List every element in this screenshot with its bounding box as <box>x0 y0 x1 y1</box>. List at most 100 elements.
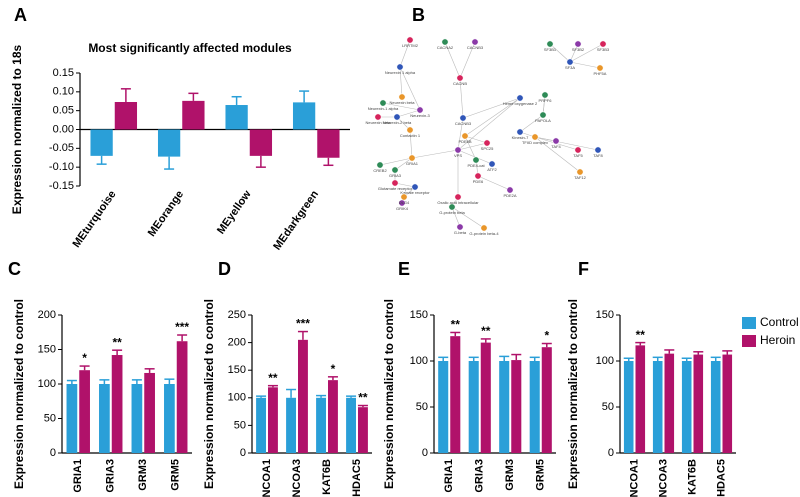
y-tick-label: 100 <box>596 355 614 367</box>
network-node <box>546 40 554 48</box>
network-node <box>456 74 464 82</box>
significance: ** <box>481 324 491 338</box>
bar <box>693 354 704 453</box>
network-node <box>574 146 582 154</box>
y-tick-label: 0.15 <box>53 67 74 79</box>
bar <box>316 397 326 453</box>
network-node-label: Heme oxygenase 2 <box>503 101 538 106</box>
network-node-label: VPS <box>454 153 462 158</box>
x-tick-label: MEdarkgreen <box>271 188 321 252</box>
y-tick-label: 150 <box>596 309 614 321</box>
network-node <box>471 38 479 46</box>
network-node <box>488 160 496 168</box>
x-tick-label: NCOA1 <box>261 459 273 497</box>
network-node <box>396 63 404 71</box>
bar <box>225 105 248 130</box>
network-node-label: Glutamate receptor <box>378 186 413 191</box>
legend-label: Heroin <box>760 333 795 347</box>
bar <box>499 361 510 453</box>
network-node <box>398 93 406 101</box>
network-edge <box>459 41 476 79</box>
network-edge <box>396 109 421 118</box>
x-tick-label: GRM3 <box>504 459 516 491</box>
bar <box>652 361 663 453</box>
network-node-label: PAPOLA <box>535 118 551 123</box>
panel-label: A <box>14 5 27 25</box>
network-node <box>391 166 399 174</box>
network-edge <box>382 102 421 111</box>
network-node-label: Neurexin 1 alpha <box>385 70 416 75</box>
panel-label: D <box>218 259 231 279</box>
bar <box>164 384 175 453</box>
bar <box>635 345 646 453</box>
network-node-label: CACNB <box>453 81 467 86</box>
significance: ** <box>268 371 278 385</box>
x-tick-label: GRIA1 <box>72 459 84 493</box>
legend-swatch <box>742 317 756 329</box>
network-node-label: Neurexin-1 alpha <box>368 106 399 111</box>
network-node-label: TAF12 <box>574 175 586 180</box>
network-edge <box>399 66 403 98</box>
network-node <box>472 156 480 164</box>
network-node-label: Neurexin-2 beta <box>383 120 412 125</box>
bar <box>438 361 449 453</box>
network-node-label: SPC25 <box>481 146 494 151</box>
network-node <box>552 137 560 145</box>
bar <box>298 339 308 453</box>
network-edge <box>399 66 421 111</box>
network-node-label: LRRTM2 <box>402 43 419 48</box>
network-node-label: Neurexin beta <box>366 120 392 125</box>
significance: ** <box>358 391 368 405</box>
bar <box>328 380 338 453</box>
x-tick-label: GRIA3 <box>105 459 117 493</box>
network-node-label: SF3B2 <box>572 47 585 52</box>
significance: * <box>544 329 549 343</box>
network-node <box>596 64 604 72</box>
network-node <box>376 161 384 169</box>
y-tick-label: 50 <box>416 401 428 413</box>
bar <box>144 372 155 453</box>
significance: ** <box>636 328 646 342</box>
network-node-label: CACNB3 <box>455 121 472 126</box>
y-tick-label: 100 <box>410 355 428 367</box>
bar <box>480 342 491 453</box>
network-edge <box>379 157 413 166</box>
network-node <box>454 193 462 201</box>
network-edge <box>451 206 485 229</box>
bar <box>346 397 356 453</box>
y-axis-label: Expression normalized to control <box>382 299 396 489</box>
network-node-label: PDE6 <box>473 179 484 184</box>
network-node <box>406 36 414 44</box>
x-tick-label: MEturquoise <box>71 189 119 250</box>
bar <box>468 361 479 453</box>
network-node-label: PRPF6 <box>539 98 553 103</box>
bar <box>79 370 90 453</box>
x-tick-label: HDAC5 <box>715 459 727 497</box>
network-node-label: G-protein beta-4 <box>469 231 499 236</box>
significance: *** <box>175 320 189 334</box>
y-tick-label: -0.15 <box>49 180 74 192</box>
x-tick-label: KAT6B <box>321 459 333 495</box>
panel-label: E <box>398 259 410 279</box>
network-node <box>400 193 408 201</box>
bar <box>511 360 522 453</box>
network-node-label: CACNB3 <box>467 45 484 50</box>
significance: * <box>82 351 87 365</box>
legend-label: Control <box>760 315 799 329</box>
network-node-label: Kainate receptor <box>400 190 430 195</box>
network-node <box>483 139 491 147</box>
x-tick-label: NCOA3 <box>657 459 669 497</box>
bar <box>529 361 540 453</box>
bar <box>664 353 675 453</box>
y-tick-label: 200 <box>38 309 56 321</box>
network-node <box>441 38 449 46</box>
bar <box>317 129 340 158</box>
network-node-label: Oxalic acid intracellular <box>437 200 479 205</box>
network-node <box>391 179 399 187</box>
bar <box>99 384 110 453</box>
bar <box>286 397 296 453</box>
y-tick-label: 100 <box>228 392 246 404</box>
network-node <box>480 224 488 232</box>
chart-title: Most significantly affected modules <box>88 41 292 55</box>
